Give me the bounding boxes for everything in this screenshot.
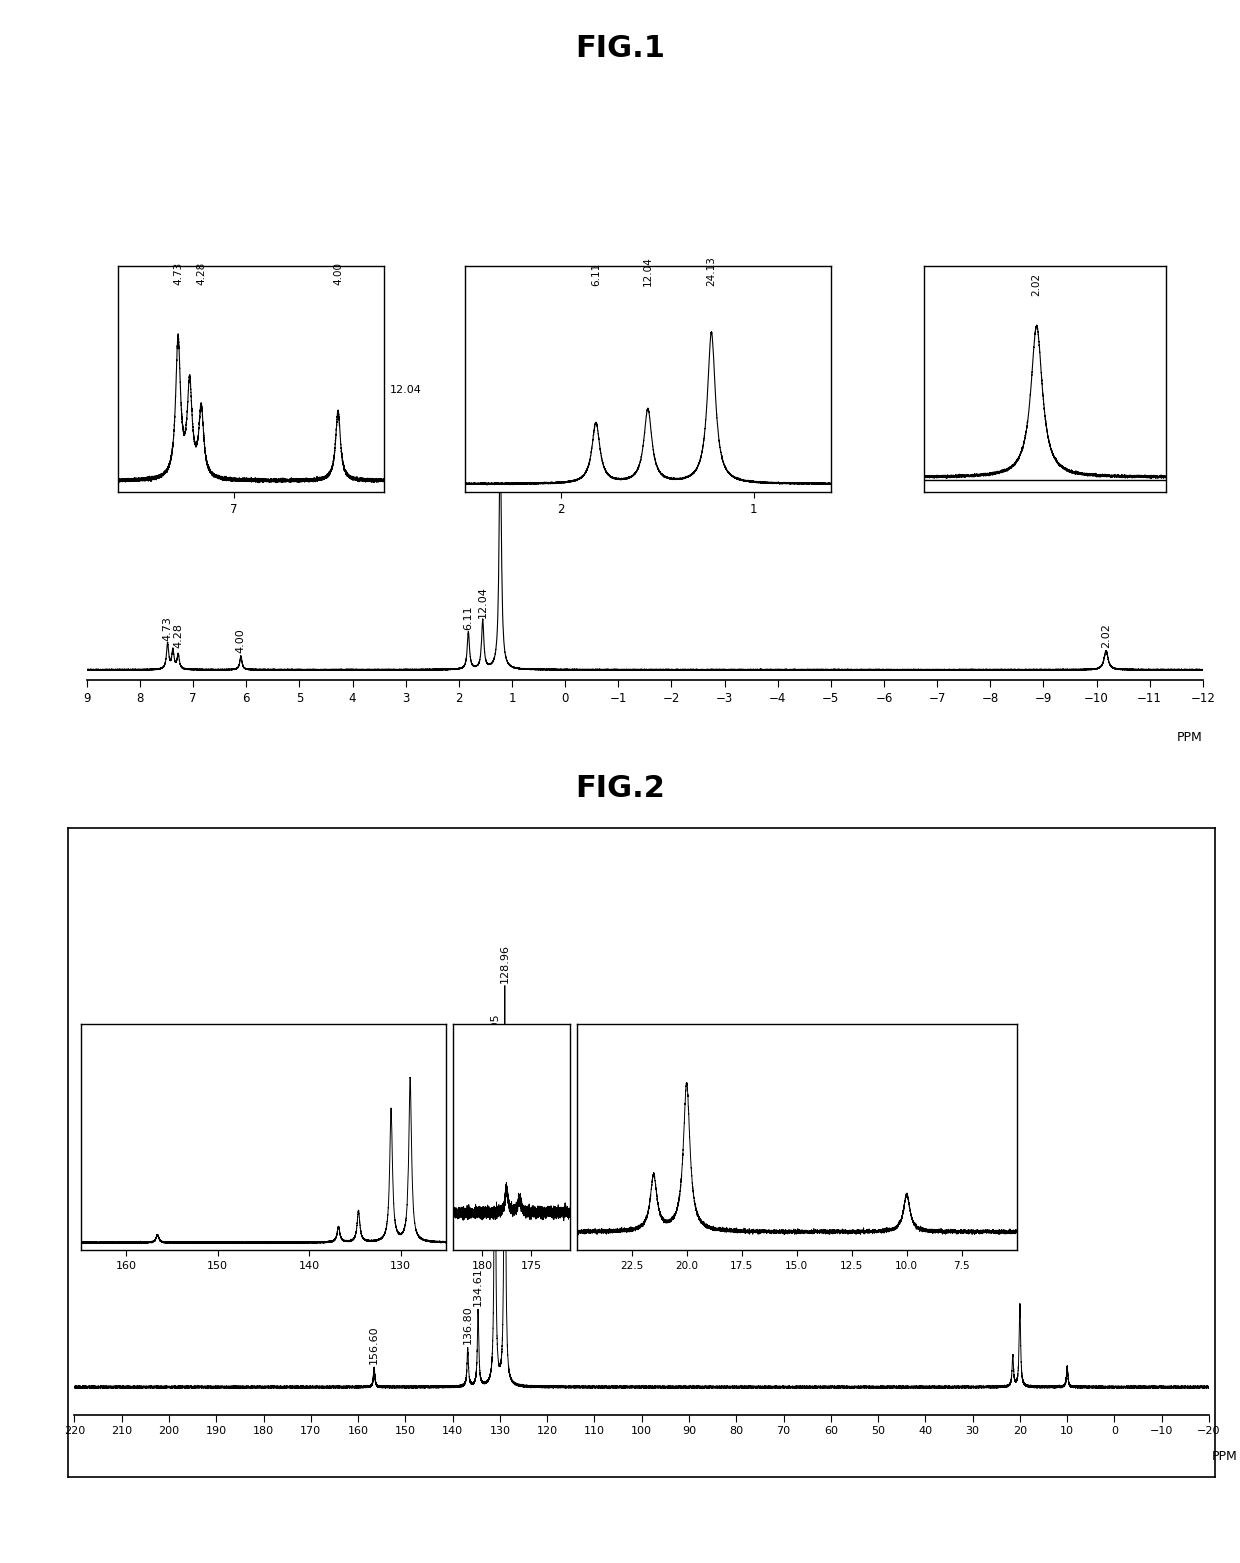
Text: 4.00: 4.00: [236, 628, 246, 653]
Text: FIG.2: FIG.2: [575, 774, 665, 803]
Text: 156.60: 156.60: [370, 1325, 379, 1364]
Text: PPM: PPM: [1177, 730, 1203, 744]
Text: PPM: PPM: [1211, 1450, 1238, 1463]
Text: 12.04: 12.04: [477, 586, 487, 619]
Text: 136.80: 136.80: [463, 1305, 472, 1344]
Text: 4.28: 4.28: [196, 261, 206, 284]
Text: 2.02: 2.02: [1101, 624, 1111, 649]
Text: 6.11: 6.11: [464, 605, 474, 630]
Text: 4.73: 4.73: [162, 616, 172, 641]
Text: 12.04: 12.04: [389, 386, 422, 395]
Text: 12.04: 12.04: [642, 256, 653, 286]
Text: 6.11: 6.11: [591, 263, 601, 286]
Text: FIG.1: FIG.1: [575, 34, 665, 64]
Text: 2.02: 2.02: [1032, 274, 1042, 295]
Text: 24.13: 24.13: [707, 256, 717, 286]
Text: 4.00: 4.00: [334, 263, 343, 284]
Text: 131.05: 131.05: [490, 1013, 500, 1050]
Text: 128.96: 128.96: [500, 944, 510, 983]
Text: 4.28: 4.28: [174, 624, 184, 649]
Text: 4.73: 4.73: [174, 261, 184, 284]
Text: 134.61: 134.61: [474, 1268, 484, 1307]
Text: 24.13: 24.13: [495, 402, 505, 433]
